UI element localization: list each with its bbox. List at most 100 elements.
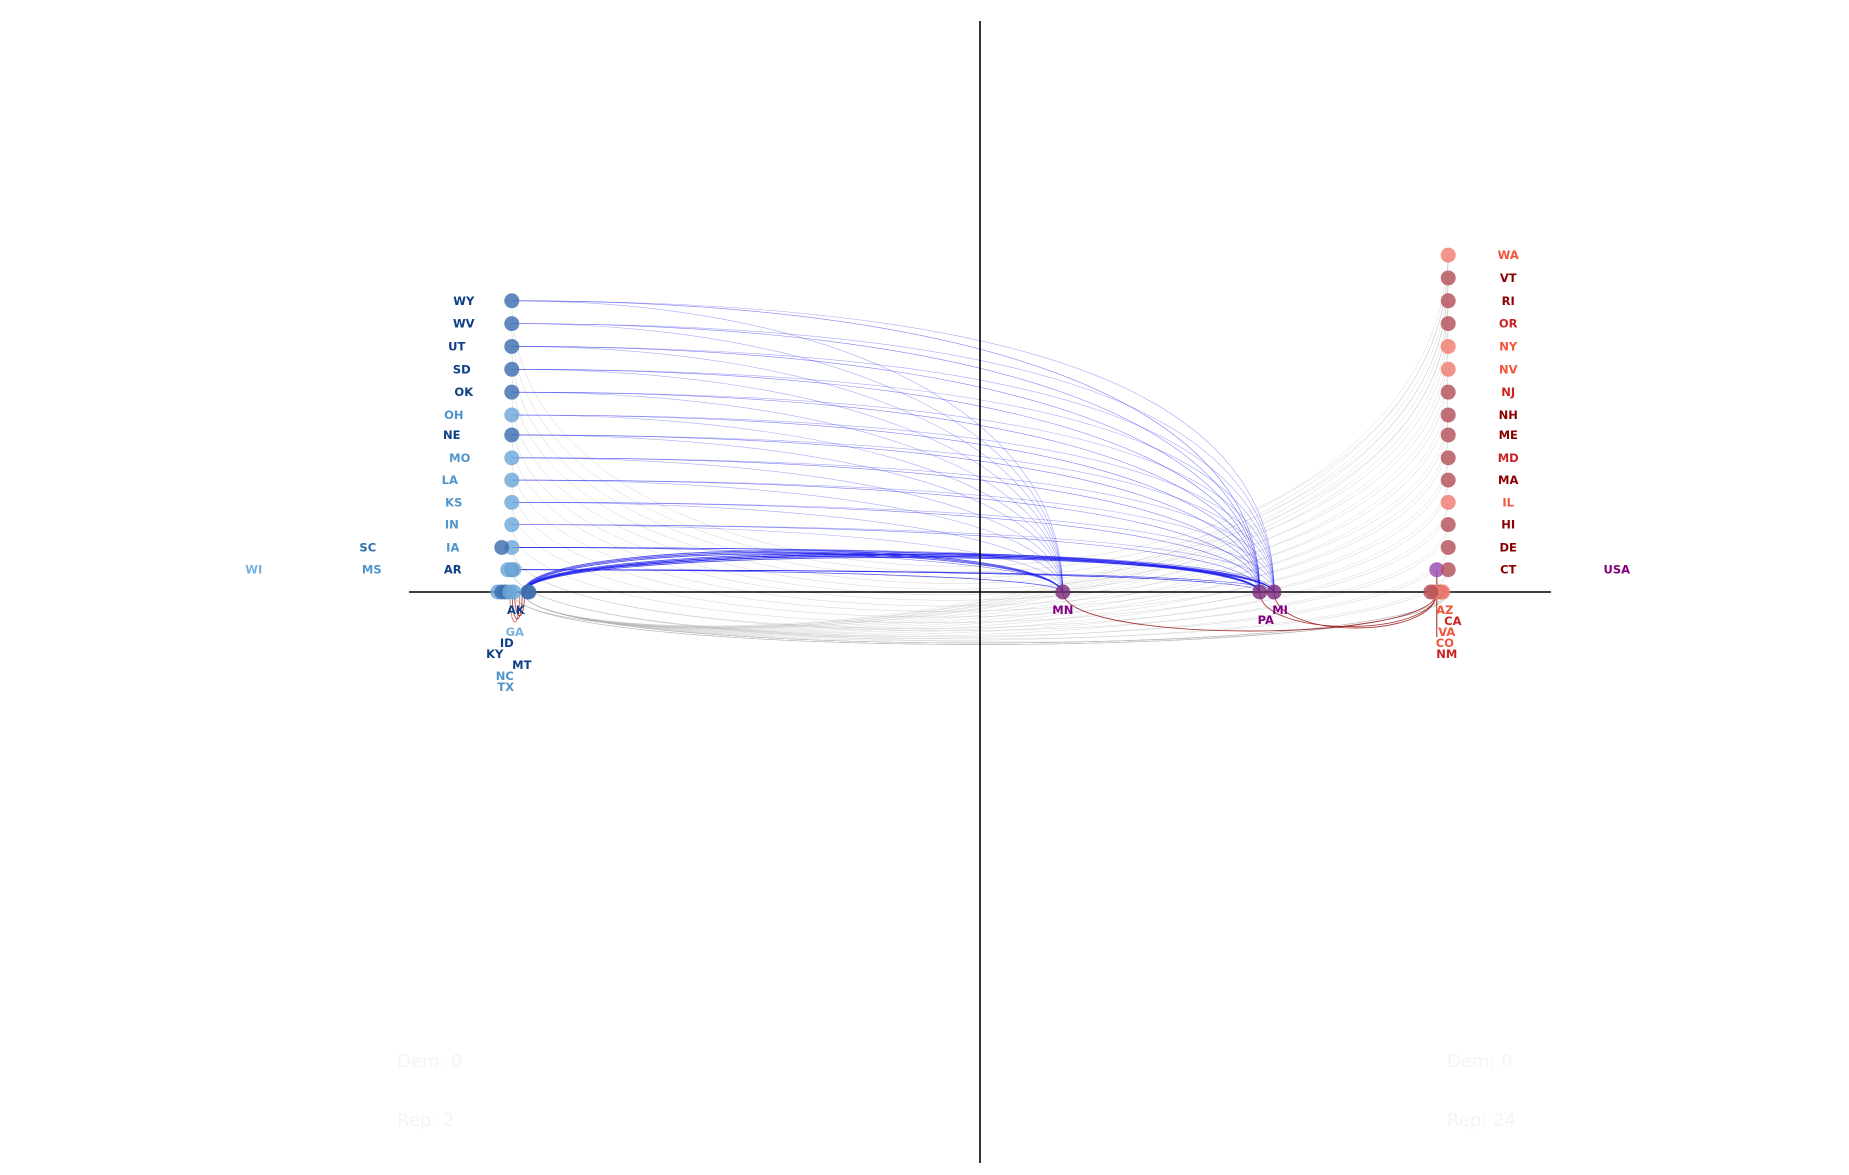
right-dem-tally: Dem: 0: [1447, 1051, 1513, 1072]
blue-flow-line: [511, 391, 1064, 593]
state-label-ca: CA: [1444, 614, 1461, 628]
state-point-sd: [504, 361, 520, 377]
state-point-co: [1435, 584, 1451, 600]
state-label-wa: WA: [1498, 248, 1519, 262]
state-label-wv: WV: [453, 317, 475, 331]
blue-flow-line: [511, 457, 1275, 593]
state-label-tx: TX: [497, 680, 514, 694]
state-point-wa: [1440, 247, 1456, 263]
state-point-me: [1440, 427, 1456, 443]
state-point-mi: [1266, 584, 1282, 600]
state-point-ri: [1440, 293, 1456, 309]
state-label-or: OR: [1499, 317, 1518, 331]
state-label-nc: NC: [496, 669, 514, 683]
state-label-vt: VT: [1500, 271, 1517, 285]
state-label-mo: MO: [449, 451, 470, 465]
blue-flow-line: [511, 479, 1064, 593]
state-label-id: ID: [500, 636, 514, 650]
state-labels: WY WV UT SD OK OH NE MO LA KS IN IA SC AR MS WI AK GAIDKY…: [245, 248, 1630, 694]
blue-flow-line: [511, 569, 1275, 593]
left-rep-tally: Rep: 2: [397, 1110, 454, 1131]
blue-flow-line: [511, 434, 1261, 593]
blue-flow-line: [524, 557, 1275, 593]
blue-flow-line: [523, 555, 1275, 593]
blue-flow-line: [511, 369, 1275, 593]
state-label-ct: CT: [1500, 563, 1516, 577]
grey-flow-line: [522, 346, 1449, 629]
state-label-ut: UT: [448, 339, 465, 353]
state-point-wi: [506, 562, 522, 578]
blue-flow-line: [524, 555, 1261, 593]
state-label-ma: MA: [1498, 473, 1518, 487]
state-point-mn: [1055, 584, 1071, 600]
blue-flow-line: [511, 323, 1261, 593]
blue-flow-line: [511, 479, 1275, 593]
state-label-nv: NV: [1499, 362, 1518, 376]
state-label-nm: NM: [1436, 647, 1457, 661]
state-label-mt: MT: [512, 658, 531, 672]
blue-flow-line: [511, 391, 1261, 593]
left-dem-tally: Dem: 0: [397, 1051, 463, 1072]
blue-flow-line: [511, 569, 1275, 593]
state-label-ks: KS: [445, 495, 462, 509]
blue-flow-line: [511, 391, 1275, 593]
state-label-ne: NE: [443, 428, 461, 442]
state-point-nj: [1440, 384, 1456, 400]
state-label-ak: AK: [507, 603, 526, 617]
red-flow-lines: [509, 569, 1438, 637]
blue-flow-line: [511, 300, 1064, 593]
state-label-nh: NH: [1499, 408, 1518, 422]
grey-flow-line: [522, 591, 1449, 644]
state-point-sc: [494, 539, 510, 555]
blue-flow-line: [511, 457, 1261, 593]
state-points: [490, 247, 1456, 600]
state-label-wy: WY: [453, 294, 475, 308]
state-label-nj: NJ: [1501, 385, 1515, 399]
blue-flow-lines: [511, 300, 1275, 593]
state-point-tx: [506, 584, 522, 600]
state-point-usa: [1429, 562, 1445, 578]
state-label-sc: SC: [359, 540, 376, 554]
state-point-hi: [1440, 517, 1456, 533]
state-label-ms: MS: [362, 563, 382, 577]
red-flow-line: [1259, 591, 1438, 627]
state-label-ia: IA: [446, 540, 459, 554]
blue-flow-line: [511, 414, 1261, 593]
state-point-la: [504, 472, 520, 488]
grey-flow-line: [522, 434, 1449, 632]
grey-flow-line: [522, 591, 1449, 644]
state-point-de: [1440, 539, 1456, 555]
grey-flow-line: [522, 591, 1449, 644]
state-point-ne: [504, 427, 520, 443]
state-point-ct: [1440, 562, 1456, 578]
state-point-md: [1440, 450, 1456, 466]
state-label-in: IN: [445, 518, 459, 532]
state-label-ky: KY: [486, 647, 504, 661]
grey-flow-line: [522, 524, 1449, 637]
state-label-sd: SD: [453, 362, 471, 376]
red-flow-line: [514, 591, 526, 617]
state-point-wy: [504, 293, 520, 309]
blue-flow-line: [511, 569, 1261, 593]
blue-flow-line: [511, 569, 1275, 593]
blue-flow-line: [511, 323, 1275, 593]
state-label-ga: GA: [506, 625, 524, 639]
state-label-pa: PA: [1258, 613, 1274, 627]
state-label-hi: HI: [1501, 518, 1515, 532]
state-label-ar: AR: [444, 563, 462, 577]
blue-flow-line: [511, 414, 1064, 593]
state-point-or: [1440, 316, 1456, 332]
state-label-co: CO: [1436, 636, 1454, 650]
state-point-pa: [1252, 584, 1268, 600]
state-label-ri: RI: [1502, 294, 1515, 308]
blue-flow-line: [511, 524, 1275, 593]
state-point-nm: [1423, 584, 1439, 600]
red-flow-line: [1273, 591, 1438, 629]
state-label-me: ME: [1499, 428, 1518, 442]
state-label-il: IL: [1502, 495, 1514, 509]
state-label-mn: MN: [1052, 603, 1073, 617]
blue-flow-line: [522, 554, 1275, 593]
blue-flow-line: [511, 414, 1275, 593]
blue-flow-line: [511, 300, 1261, 593]
state-point-in: [504, 517, 520, 533]
